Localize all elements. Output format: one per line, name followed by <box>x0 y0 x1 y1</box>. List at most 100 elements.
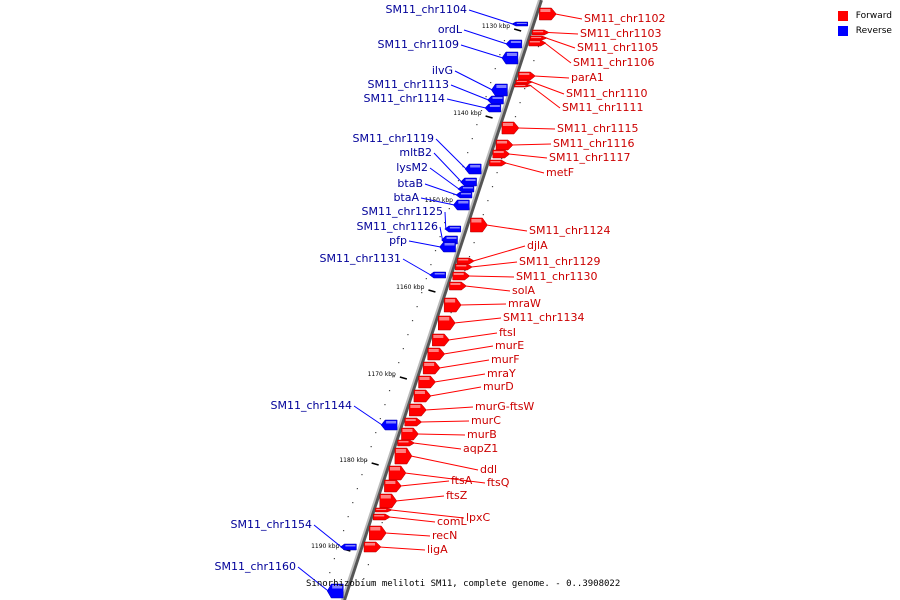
reverse-gene-leader <box>468 9 513 25</box>
forward-gene-label[interactable]: SM11_chr1117 <box>549 151 631 164</box>
reverse-gene-leader <box>460 44 504 59</box>
forward-gene-arrow[interactable] <box>489 159 507 167</box>
reverse-gene-arrow[interactable] <box>455 191 473 199</box>
tick-mark <box>513 28 522 32</box>
forward-gene-label[interactable]: SM11_chr1106 <box>573 56 655 69</box>
forward-gene-label[interactable]: comL <box>437 515 467 528</box>
forward-gene-label[interactable]: mraY <box>487 367 516 380</box>
minor-tick <box>363 578 365 580</box>
forward-gene-leader <box>505 162 545 174</box>
reverse-gene-arrow[interactable] <box>339 543 357 551</box>
reverse-gene-label[interactable]: SM11_chr1126 <box>356 220 438 233</box>
forward-gene-arrow[interactable] <box>372 513 391 521</box>
forward-gene-label[interactable]: djlA <box>527 239 548 252</box>
reverse-gene-arrow[interactable] <box>429 271 446 279</box>
reverse-gene-label[interactable]: SM11_chr1160 <box>214 560 296 573</box>
forward-gene-arrow[interactable] <box>397 439 416 447</box>
forward-gene-leader <box>410 455 479 471</box>
reverse-gene-leader <box>439 226 444 241</box>
gene-highlight <box>493 151 504 153</box>
forward-gene-label[interactable]: aqpZ1 <box>463 442 498 455</box>
reverse-gene-label[interactable]: btaA <box>393 191 419 204</box>
reverse-gene-leader <box>313 524 342 548</box>
gene-highlight <box>414 391 425 394</box>
reverse-gene-leader <box>408 240 441 248</box>
reverse-gene-label[interactable]: SM11_chr1104 <box>385 3 467 16</box>
forward-gene-label[interactable]: SM11_chr1103 <box>580 27 662 40</box>
forward-gene-label[interactable]: ftsZ <box>446 489 468 502</box>
forward-gene-label[interactable]: SM11_chr1129 <box>519 255 601 268</box>
forward-gene-label[interactable]: SM11_chr1134 <box>503 311 585 324</box>
forward-gene-label[interactable]: SM11_chr1124 <box>529 224 611 237</box>
forward-gene-label[interactable]: murB <box>467 428 497 441</box>
reverse-gene-arrow[interactable] <box>444 225 462 233</box>
tick-label: 1150 kbp <box>425 197 453 204</box>
forward-gene-label[interactable]: murD <box>483 380 514 393</box>
forward-gene-label[interactable]: parA1 <box>571 71 604 84</box>
forward-gene-label[interactable]: murF <box>491 353 520 366</box>
forward-gene-label[interactable]: metF <box>546 166 574 179</box>
reverse-gene-label[interactable]: SM11_chr1114 <box>363 92 445 105</box>
forward-gene-label[interactable]: SM11_chr1105 <box>577 41 659 54</box>
reverse-gene-label[interactable]: SM11_chr1154 <box>230 518 312 531</box>
reverse-gene-label[interactable]: SM11_chr1109 <box>377 38 459 51</box>
forward-gene-label[interactable]: murC <box>471 414 501 427</box>
forward-gene-arrow[interactable] <box>531 29 550 36</box>
reverse-gene-label[interactable]: pfp <box>389 234 407 247</box>
reverse-gene-label[interactable]: SM11_chr1144 <box>270 399 352 412</box>
minor-tick <box>457 180 460 182</box>
reverse-gene-label[interactable]: lysM2 <box>396 161 428 174</box>
forward-gene-arrow[interactable] <box>455 263 473 271</box>
minor-tick <box>347 516 349 518</box>
reverse-gene-label[interactable]: SM11_chr1113 <box>367 78 449 91</box>
gene-highlight <box>460 193 471 195</box>
forward-gene-label[interactable]: ligA <box>427 543 448 556</box>
forward-gene-leader <box>471 261 518 268</box>
forward-gene-arrow[interactable] <box>528 39 547 47</box>
minor-tick <box>407 334 409 336</box>
forward-gene-arrow[interactable] <box>457 257 475 265</box>
gene-highlight <box>497 141 508 144</box>
forward-gene-leader <box>534 75 570 79</box>
minor-tick <box>448 208 450 210</box>
forward-gene-leader <box>434 373 486 383</box>
gene-highlight <box>502 123 513 126</box>
forward-gene-label[interactable]: murE <box>495 339 524 352</box>
reverse-gene-label[interactable]: ilvG <box>432 64 453 77</box>
reverse-gene-arrow[interactable] <box>457 185 475 193</box>
forward-gene-leader <box>512 143 552 146</box>
tick-label: 1170 kbp <box>368 371 396 378</box>
forward-gene-label[interactable]: ddl <box>480 463 497 476</box>
forward-gene-label[interactable]: SM11_chr1130 <box>516 270 598 283</box>
minor-tick <box>439 236 441 238</box>
forward-gene-leader <box>385 532 431 537</box>
reverse-gene-leader <box>454 70 493 91</box>
forward-gene-label[interactable]: ftsA <box>451 474 473 487</box>
reverse-swatch <box>837 25 848 36</box>
minor-tick <box>482 214 484 216</box>
reverse-gene-label[interactable]: ordL <box>438 23 463 36</box>
forward-gene-label[interactable]: SM11_chr1111 <box>562 101 644 114</box>
forward-gene-label[interactable]: murG-ftsW <box>475 400 534 413</box>
minor-tick <box>524 88 526 90</box>
forward-gene-leader <box>404 472 486 484</box>
legend: Forward Reverse <box>837 8 892 38</box>
forward-gene-label[interactable]: mraW <box>508 297 541 310</box>
forward-gene-label[interactable]: solA <box>512 284 536 297</box>
reverse-gene-label[interactable]: SM11_chr1125 <box>361 205 443 218</box>
forward-gene-label[interactable]: SM11_chr1115 <box>557 122 639 135</box>
reverse-gene-label[interactable]: btaB <box>397 177 423 190</box>
reverse-gene-label[interactable]: SM11_chr1119 <box>352 132 434 145</box>
forward-gene-label[interactable]: recN <box>432 529 457 542</box>
forward-gene-label[interactable]: SM11_chr1102 <box>584 12 666 25</box>
gene-highlight <box>458 259 469 261</box>
reverse-gene-label[interactable]: mltB2 <box>399 146 432 159</box>
gene-highlight <box>529 41 540 43</box>
forward-gene-label[interactable]: ftsQ <box>487 476 510 489</box>
gene-highlight <box>419 377 430 380</box>
forward-gene-label[interactable]: ftsI <box>499 326 516 339</box>
forward-gene-label[interactable]: lpxC <box>466 511 491 524</box>
forward-gene-label[interactable]: SM11_chr1110 <box>566 87 648 100</box>
forward-gene-label[interactable]: SM11_chr1116 <box>553 137 635 150</box>
reverse-gene-label[interactable]: SM11_chr1131 <box>319 252 401 265</box>
